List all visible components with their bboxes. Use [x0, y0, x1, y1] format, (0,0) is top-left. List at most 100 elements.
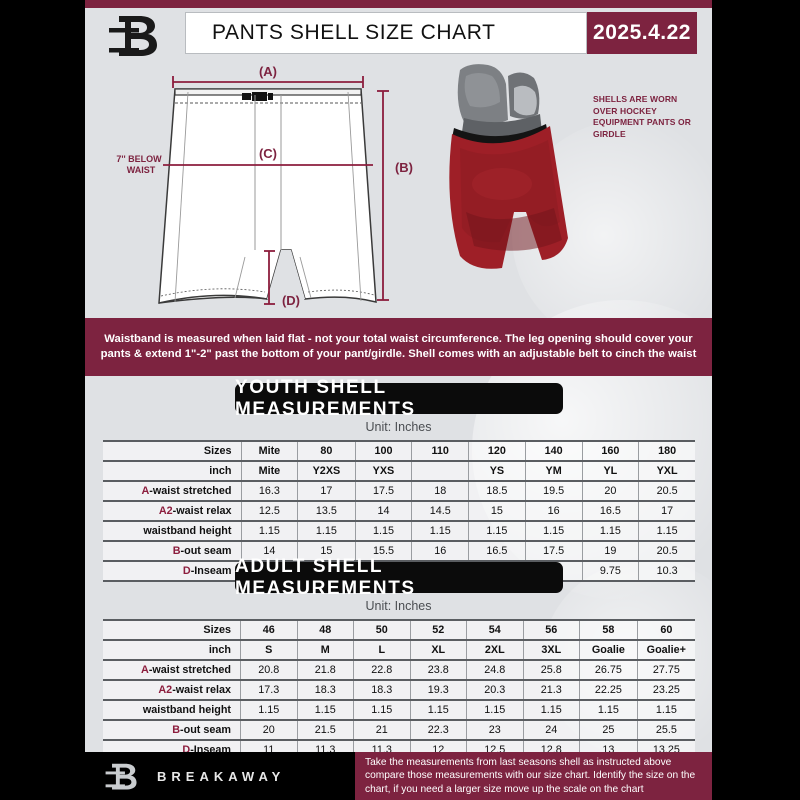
row-label: B-out seam — [103, 541, 242, 562]
table-cell: 58 — [579, 619, 638, 641]
table-cell: 16 — [525, 501, 583, 522]
row-label: B-out seam — [103, 720, 242, 741]
table-cell: 15 — [297, 541, 356, 562]
table-cell: 1.15 — [579, 700, 638, 721]
table-cell: 20.5 — [638, 541, 695, 562]
table-cell: 1.15 — [466, 700, 524, 721]
row-label: waistband height — [103, 700, 242, 721]
title-bar: PANTS SHELL SIZE CHART — [185, 12, 587, 54]
table-cell — [411, 461, 470, 482]
row-label: A-waist stretched — [103, 481, 242, 502]
table-cell: 60 — [637, 619, 695, 641]
table-cell: 1.15 — [638, 521, 695, 542]
table-cell: 46 — [240, 619, 298, 641]
row-label-mark: A — [141, 664, 149, 676]
dimension-label-b: (B) — [395, 160, 413, 175]
below-waist-label-line1: 7'' BELOW — [116, 154, 162, 164]
table-row: A-waist stretched 16.3 17 17.5 18 18.5 19.5 20 2… — [103, 481, 695, 502]
row-label: inch — [103, 461, 242, 482]
dimension-label-a: (A) — [259, 64, 277, 79]
table-cell: 120 — [468, 440, 526, 462]
below-waist-label-line2: WAIST — [127, 165, 156, 175]
youth-section-title: YOUTH SHELL MEASUREMENTS — [235, 377, 563, 420]
table-cell: 19.3 — [410, 680, 468, 701]
size-chart-sheet: PANTS SHELL SIZE CHART 2025.4.22 — [85, 0, 712, 800]
table-cell: 16.3 — [241, 481, 299, 502]
footer-brand: BREAKAWAY — [85, 752, 355, 800]
table-cell: 1.15 — [241, 521, 299, 542]
table-cell: 21 — [353, 720, 411, 741]
table-cell: 23.8 — [410, 660, 468, 681]
dimension-label-c: (C) — [259, 146, 277, 161]
table-cell: 52 — [410, 619, 468, 641]
breakaway-b-logo-icon — [109, 16, 157, 56]
table-cell: 1.15 — [240, 700, 298, 721]
row-label: A2-waist relax — [103, 501, 242, 522]
table-cell: 18 — [411, 481, 470, 502]
table-cell: XL — [410, 640, 468, 661]
table-cell: 9.75 — [582, 561, 640, 582]
product-photo — [449, 64, 568, 269]
table-cell: 1.15 — [297, 700, 355, 721]
footer-instructions: Take the measurements from last seasons … — [355, 752, 712, 800]
row-label-mark: A — [141, 485, 150, 497]
table-cell: 24.8 — [466, 660, 524, 681]
table-row: B-out seam 14 15 15.5 16 16.5 17.5 19 20.5 — [103, 541, 695, 562]
table-cell: Goalie — [579, 640, 638, 661]
dimension-label-d: (D) — [282, 293, 300, 308]
table-cell: 14 — [241, 541, 299, 562]
table-cell: Y2XS — [297, 461, 356, 482]
table-cell: 16 — [411, 541, 470, 562]
table-cell: 21.3 — [523, 680, 581, 701]
table-cell: 26.75 — [579, 660, 638, 681]
page-title: PANTS SHELL SIZE CHART — [212, 21, 496, 44]
table-cell: 21.5 — [297, 720, 355, 741]
table-cell: 27.75 — [637, 660, 695, 681]
table-cell: 14.5 — [411, 501, 470, 522]
adult-unit-label: Unit: Inches — [365, 599, 432, 613]
table-row: waistband height 1.15 1.15 1.15 1.15 1.15 1.15… — [103, 700, 695, 721]
table-cell: 19.5 — [525, 481, 583, 502]
diagram-area: (A) (B) (C) (D) 7'' BELOW WAIST SHELLS A… — [85, 62, 712, 312]
table-cell: Goalie+ — [637, 640, 695, 661]
table-cell: 1.15 — [525, 521, 583, 542]
table-cell: 18.3 — [297, 680, 355, 701]
brand-name: BREAKAWAY — [157, 768, 286, 784]
table-cell: 160 — [582, 440, 640, 462]
row-label: Sizes — [103, 440, 242, 462]
table-cell: 16.5 — [582, 501, 640, 522]
row-label-mark: A2 — [158, 505, 173, 517]
table-cell: 80 — [297, 440, 356, 462]
table-cell: 48 — [297, 619, 355, 641]
table-header-row: inch S M L XL 2XL 3XL Goalie Goalie+ — [103, 640, 695, 661]
table-cell: L — [353, 640, 411, 661]
table-cell: 17.5 — [355, 481, 413, 502]
date-badge: 2025.4.22 — [587, 12, 697, 54]
table-cell: 16.5 — [468, 541, 526, 562]
table-cell: 14 — [355, 501, 413, 522]
table-cell: 180 — [638, 440, 695, 462]
row-label-mark: D — [182, 744, 191, 756]
table-cell: 17.3 — [240, 680, 298, 701]
table-cell: 1.15 — [410, 700, 468, 721]
row-label: Sizes — [103, 619, 242, 641]
table-cell: Mite — [241, 440, 299, 462]
row-label-mark: A2 — [158, 684, 173, 696]
table-cell: 54 — [466, 619, 524, 641]
adult-section-title: ADULT SHELL MEASUREMENTS — [235, 556, 563, 599]
table-header-row: Sizes Mite 80 100 110 120 140 160 180 — [103, 440, 695, 462]
page-header: PANTS SHELL SIZE CHART 2025.4.22 — [85, 8, 712, 60]
page-footer: BREAKAWAY Take the measurements from las… — [0, 752, 800, 800]
row-label-mark: B — [172, 545, 181, 557]
row-label-mark: B — [172, 724, 181, 736]
table-row: A2-waist relax 17.3 18.3 18.3 19.3 20.3 21.3 22… — [103, 680, 695, 701]
row-label: A-waist stretched — [103, 660, 242, 681]
table-cell: 1.15 — [355, 521, 413, 542]
row-label-mark: D — [182, 565, 191, 577]
table-cell: 18.3 — [353, 680, 411, 701]
table-cell: YXL — [638, 461, 695, 482]
photo-note: SHELLS ARE WORN OVER HOCKEY EQUIPMENT PA… — [593, 94, 691, 139]
table-cell: 13.5 — [297, 501, 356, 522]
table-cell: 21.8 — [297, 660, 355, 681]
table-cell: 24 — [523, 720, 581, 741]
